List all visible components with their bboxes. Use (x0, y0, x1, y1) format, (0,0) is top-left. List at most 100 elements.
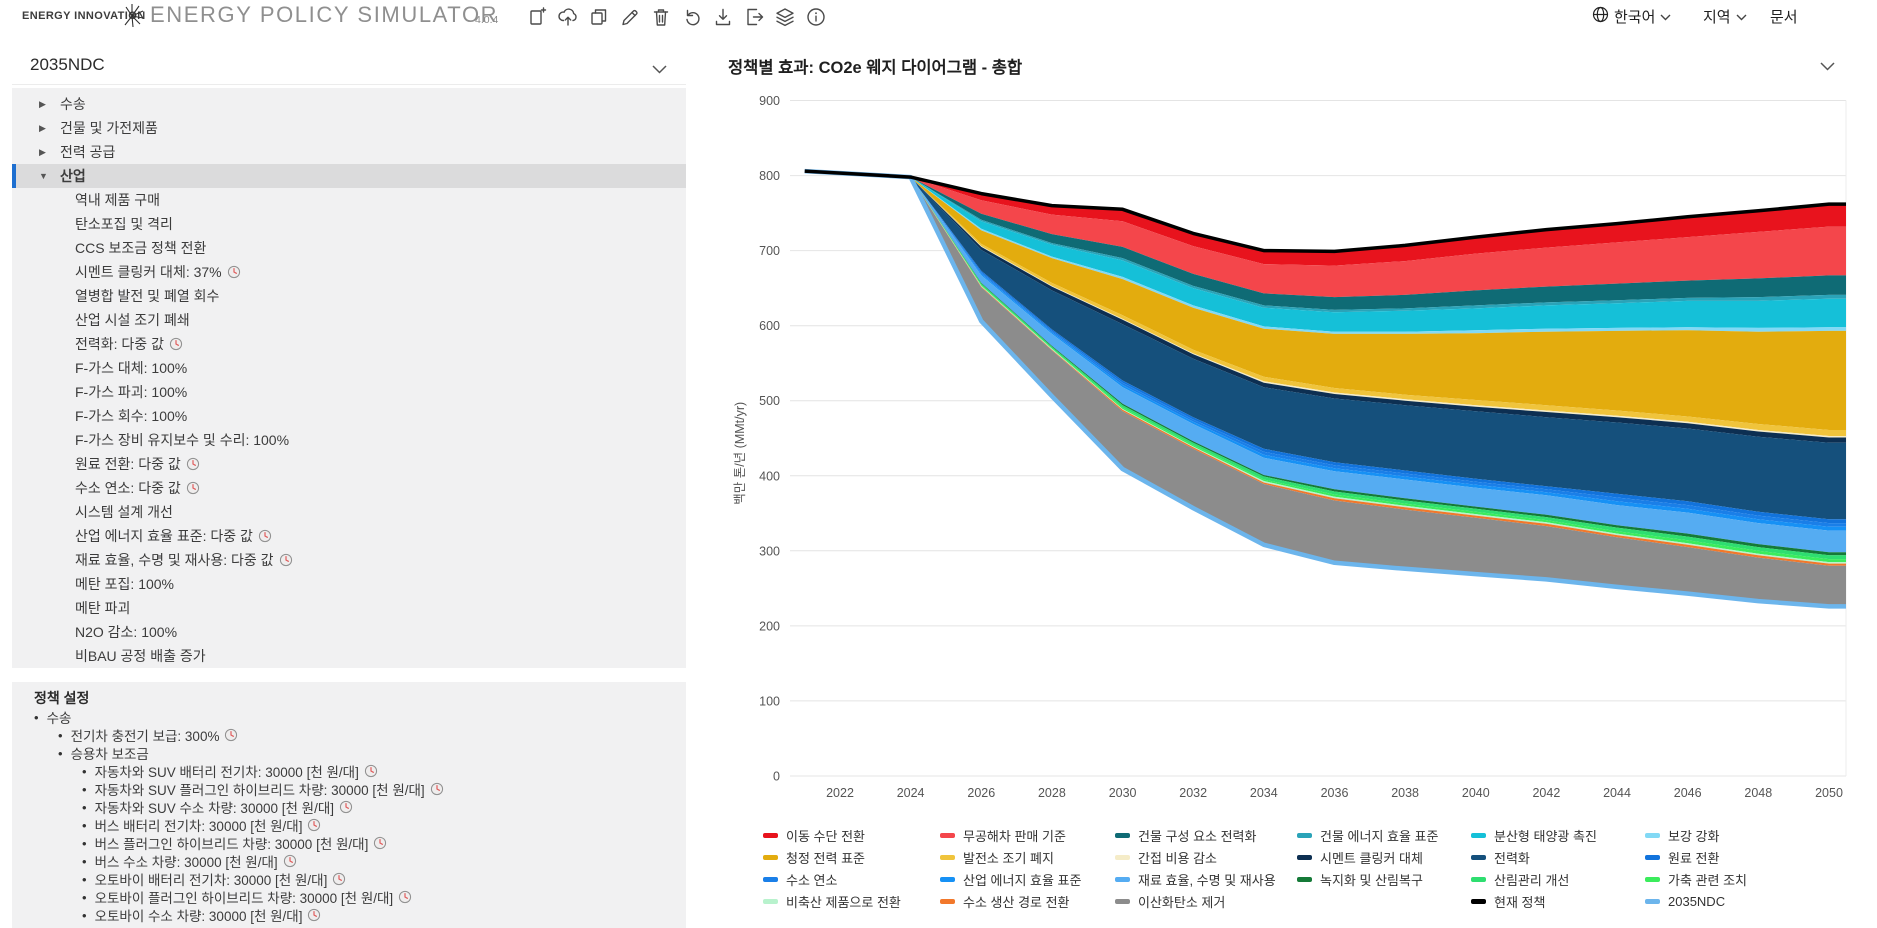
legend-item: 건물 에너지 효율 표준 (1297, 824, 1438, 846)
upload-icon[interactable] (555, 3, 580, 30)
legend-swatch (1115, 877, 1130, 882)
legend-swatch (763, 855, 778, 860)
tree-toggle-icon[interactable]: ▶ (39, 147, 53, 158)
tree-item-label: 메탄 포집: 100% (75, 574, 174, 594)
layers-icon[interactable] (772, 3, 797, 30)
new-scenario-icon[interactable] (524, 3, 549, 30)
language-selector[interactable]: 한국어 (1592, 6, 1671, 27)
legend-label: 시멘트 클링커 대체 (1320, 848, 1423, 867)
tree-item[interactable]: ▶ 건물 및 가전제품 (12, 116, 686, 140)
svg-text:2050: 2050 (1815, 786, 1843, 800)
tree-item[interactable]: 재료 효율, 수명 및 재사용: 다중 값 (12, 548, 686, 572)
region-selector[interactable]: 지역 (1703, 6, 1747, 27)
export-icon[interactable] (741, 3, 766, 30)
tree-item[interactable]: 메탄 파괴 (12, 596, 686, 620)
app-header: ENERGY INNOVATION ENERGY POLICY SIMULATO… (0, 0, 1877, 34)
globe-icon (1592, 6, 1609, 27)
svg-text:900: 900 (759, 94, 780, 108)
tree-item[interactable]: ▶전력 공급 (12, 140, 686, 164)
bullet-icon: • (82, 800, 87, 815)
tree-item[interactable]: 비BAU 공정 배출 증가 (12, 644, 686, 668)
tree-item[interactable]: 전력화: 다중 값 (12, 332, 686, 356)
legend-label: 이산화탄소 제거 (1138, 892, 1225, 911)
legend-swatch (1645, 855, 1660, 860)
scenario-selector[interactable]: 2035NDC (12, 50, 686, 85)
tree-item[interactable]: 역내 제품 구매 (12, 188, 686, 212)
clock-icon (258, 529, 272, 543)
policy-setting-item: •자동차와 SUV 플러그인 하이브리드 차량: 30000 [천 원/대] (82, 780, 444, 798)
clock-icon (339, 800, 353, 814)
tree-toggle-icon[interactable]: ▼ (39, 171, 53, 181)
tree-item[interactable]: 산업 에너지 효율 표준: 다중 값 (12, 524, 686, 548)
svg-text:500: 500 (759, 394, 780, 408)
info-icon[interactable] (803, 3, 828, 30)
clock-icon (224, 728, 238, 742)
legend-swatch (1297, 855, 1312, 860)
tree-item[interactable]: 시스템 설계 개선 (12, 500, 686, 524)
tree-item[interactable]: F-가스 파괴: 100% (12, 380, 686, 404)
tree-item-label: 전력화: 다중 값 (75, 334, 164, 354)
clock-icon (279, 553, 293, 567)
tree-item[interactable]: 탄소포집 및 격리 (12, 212, 686, 236)
tree-toggle-icon[interactable]: ▶ (39, 123, 53, 134)
tree-item[interactable]: N2O 감소: 100% (12, 620, 686, 644)
tree-item[interactable]: 시멘트 클링커 대체: 37% (12, 260, 686, 284)
policy-setting-item: •전기차 충전기 보급: 300% (58, 726, 238, 744)
legend-item: 재료 효율, 수명 및 재사용 (1115, 868, 1276, 890)
svg-text:2032: 2032 (1179, 786, 1207, 800)
policy-tree: ▶수송▶건물 및 가전제품▶전력 공급▼산업역내 제품 구매탄소포집 및 격리C… (12, 88, 686, 668)
legend-swatch (763, 899, 778, 904)
legend-item: 녹지화 및 산림복구 (1297, 868, 1438, 890)
tree-item[interactable]: F-가스 장비 유지보수 및 수리: 100% (12, 428, 686, 452)
duplicate-icon[interactable] (586, 3, 611, 30)
region-label: 지역 (1703, 6, 1731, 27)
tree-item[interactable]: ▼산업 (12, 164, 686, 188)
policy-setting-item: •자동차와 SUV 수소 차량: 30000 [천 원/대] (82, 798, 353, 816)
bullet-icon: • (82, 782, 87, 797)
legend-swatch (1645, 899, 1660, 904)
starburst-icon (119, 1, 145, 36)
svg-text:2022: 2022 (826, 786, 854, 800)
tree-item[interactable]: 열병합 발전 및 폐열 회수 (12, 284, 686, 308)
legend-label: 비축산 제품으로 전환 (786, 892, 901, 911)
legend-swatch (1471, 833, 1486, 838)
clock-icon (186, 481, 200, 495)
legend-label: 재료 효율, 수명 및 재사용 (1138, 870, 1276, 889)
tree-item[interactable]: F-가스 회수: 100% (12, 404, 686, 428)
policy-setting-label: 전기차 충전기 보급: 300% (71, 725, 220, 745)
clock-icon (430, 782, 444, 796)
legend-swatch (763, 833, 778, 838)
legend-swatch (1471, 899, 1486, 904)
edit-icon[interactable] (617, 3, 642, 30)
tree-item-label: 산업 시설 조기 폐쇄 (75, 310, 190, 330)
chart-collapse-chevron[interactable] (1820, 58, 1835, 76)
svg-text:2046: 2046 (1674, 786, 1702, 800)
app-version: 4.0.4 (475, 14, 498, 26)
legend-swatch (1297, 877, 1312, 882)
download-icon[interactable] (710, 3, 735, 30)
legend-label: 원료 전환 (1668, 848, 1719, 867)
docs-link[interactable]: 문서 (1770, 6, 1798, 27)
tree-item-label: 산업 에너지 효율 표준: 다중 값 (75, 526, 253, 546)
tree-item[interactable]: 원료 전환: 다중 값 (12, 452, 686, 476)
legend-swatch (940, 855, 955, 860)
legend-label: 전력화 (1494, 848, 1530, 867)
legend-label: 수소 생산 경로 전환 (963, 892, 1070, 911)
tree-item-label: CCS 보조금 정책 전환 (75, 238, 206, 258)
tree-item[interactable]: 메탄 포집: 100% (12, 572, 686, 596)
tree-item-label: 건물 및 가전제품 (60, 118, 158, 138)
legend-swatch (940, 899, 955, 904)
tree-item[interactable]: 산업 시설 조기 폐쇄 (12, 308, 686, 332)
tree-toggle-icon[interactable]: ▶ (39, 99, 53, 110)
undo-icon[interactable] (679, 3, 704, 30)
tree-item[interactable]: CCS 보조금 정책 전환 (12, 236, 686, 260)
svg-text:2034: 2034 (1250, 786, 1278, 800)
svg-text:2038: 2038 (1391, 786, 1419, 800)
tree-item[interactable]: F-가스 대체: 100% (12, 356, 686, 380)
legend-item: 이산화탄소 제거 (1115, 890, 1276, 912)
tree-item[interactable]: 수소 연소: 다중 값 (12, 476, 686, 500)
legend-swatch (763, 877, 778, 882)
delete-icon[interactable] (648, 3, 673, 30)
legend-swatch (940, 833, 955, 838)
tree-item[interactable]: ▶수송 (12, 92, 686, 116)
